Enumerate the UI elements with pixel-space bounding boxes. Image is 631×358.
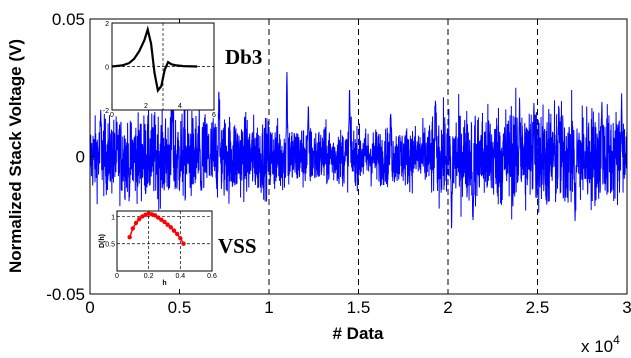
inset2-point [133, 220, 139, 226]
inset2-point [127, 234, 132, 240]
x-tick-label: 1 [264, 298, 273, 317]
inset1-y-tick-label: -2 [103, 108, 109, 115]
annotation-db3: Db3 [225, 45, 262, 69]
x-tick-label: 3 [622, 298, 631, 317]
inset-vss-curve: 0 0.2 0.4 0.6 0.5 1 h D(h) [99, 211, 217, 287]
x-axis-label: # Data [332, 324, 384, 343]
inset2-point [159, 217, 164, 222]
inset1-y-tick-label: 2 [105, 21, 109, 28]
x-multiplier-exponent: 4 [613, 333, 620, 347]
inset1-y-tick-label: 0 [105, 65, 109, 72]
inset-db3-wavelet: 02 46-202 [103, 21, 216, 119]
inset1-series-line [111, 25, 198, 93]
inset1-x-tick-label: 0 [110, 112, 114, 119]
inset2-x-tick-label: 0 [115, 273, 119, 280]
inset1-x-tick-label: 4 [178, 103, 182, 110]
x-tick-label: 0.5 [168, 298, 192, 317]
x-tick-label: 0 [85, 298, 94, 317]
y-tick-label: 0.05 [52, 10, 85, 29]
inset2-point [165, 222, 170, 227]
inset2-point [162, 219, 167, 225]
inset2-point [174, 231, 180, 237]
inset2-x-tick-label: 0.6 [207, 273, 217, 280]
x-tick-label: 1.5 [347, 298, 371, 317]
y-tick-label: -0.05 [46, 285, 85, 304]
inset1-x-tick-label: 6 [212, 112, 216, 119]
inset2-x-label: h [162, 280, 166, 287]
y-tick-label: 0 [76, 148, 85, 167]
inset2-point [168, 225, 174, 230]
inset2-point [155, 215, 161, 220]
inset2-point [136, 216, 142, 222]
inset2-point [152, 213, 158, 218]
inset2-x-tick-label: 0.4 [175, 273, 185, 280]
x-tick-label: 2 [443, 298, 452, 317]
inset2-point [181, 241, 186, 246]
annotation-vss: VSS [218, 234, 257, 258]
inset2-x-tick-label: 0.2 [144, 273, 154, 280]
inset2-y-tick-label: 0.5 [105, 242, 115, 249]
series-line-voltage [89, 71, 628, 229]
inset2-point [171, 228, 177, 233]
dashed-gridlines [268, 19, 538, 294]
inset2-y-tick-label: 1 [111, 214, 115, 221]
y-axis-label: Normalized Stack Voltage (V) [6, 39, 25, 273]
inset2-y-label: D(h) [99, 234, 106, 248]
inset2-point [130, 226, 136, 231]
inset2-point [178, 236, 183, 241]
x-tick-label: 2.5 [526, 298, 550, 317]
x-multiplier: x 104 [581, 333, 620, 356]
inset1-x-tick-label: 2 [144, 103, 148, 110]
